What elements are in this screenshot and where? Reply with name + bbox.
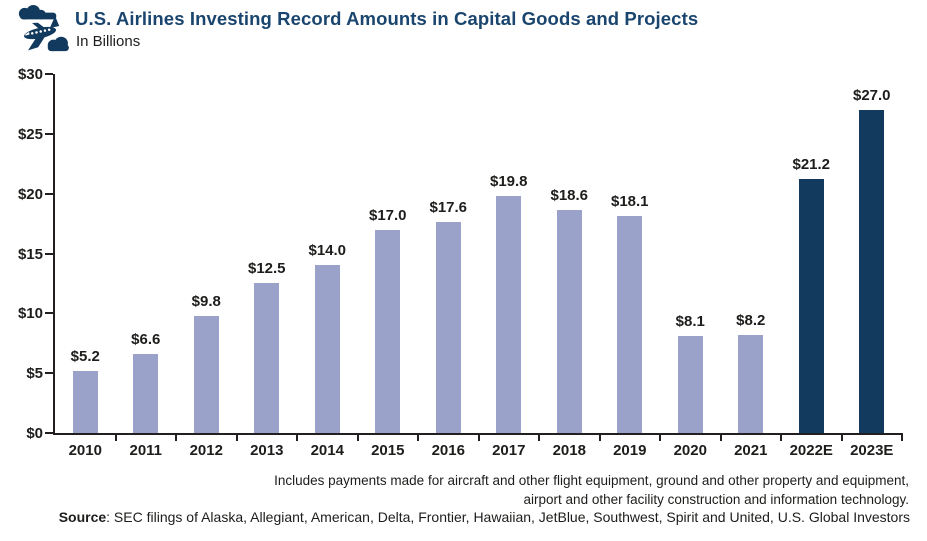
value-label-2019: $18.1 — [610, 193, 649, 210]
y-axis-tick — [45, 132, 53, 135]
x-axis-tick — [901, 433, 903, 441]
y-axis-tick — [45, 312, 53, 315]
x-axis-tick — [235, 433, 238, 441]
bar-2020 — [677, 336, 703, 433]
source-label: Source — [58, 509, 107, 525]
x-tick-label-2014: 2014 — [310, 442, 344, 459]
bar-2021 — [738, 335, 764, 433]
x-axis-tick — [659, 433, 661, 441]
value-label-2015: $17.0 — [368, 207, 407, 224]
x-axis-tick — [719, 433, 722, 441]
chart-subtitle: In Billions — [76, 33, 141, 50]
y-tick-label-20: $20 — [17, 185, 43, 203]
value-label-2018: $18.6 — [550, 187, 589, 204]
footnote-line-2: airport and other facility construction … — [523, 492, 909, 507]
x-axis-tick — [780, 433, 782, 441]
plot-area: $5.2 2010 $6.6 2011 $9.8 2012 $12.5 2013 $14.0 20… — [18, 66, 903, 459]
x-tick-label-2017: 2017 — [492, 442, 526, 459]
airplane-with-clouds-icon — [18, 4, 69, 52]
bar-2010 — [72, 371, 98, 433]
x-tick-label-2013: 2013 — [250, 442, 284, 459]
x-tick-label-2023E: 2023E — [850, 442, 894, 459]
value-label-2017: $19.8 — [489, 173, 528, 190]
x-axis-tick — [356, 433, 359, 441]
x-axis-tick — [840, 433, 843, 441]
y-axis-tick — [45, 252, 53, 255]
y-axis-tick — [45, 73, 53, 75]
bar-2022E — [798, 179, 824, 433]
x-tick-label-2011: 2011 — [129, 442, 163, 459]
y-tick-label-25: $25 — [17, 125, 43, 143]
x-tick-label-2022E: 2022E — [789, 442, 833, 459]
bar-2013 — [254, 283, 280, 433]
bar-2023E — [859, 110, 885, 433]
x-tick-label-2015: 2015 — [371, 442, 405, 459]
x-axis-tick — [175, 433, 177, 441]
x-axis-tick — [598, 433, 601, 441]
x-axis-tick — [114, 433, 117, 441]
bar-2018 — [556, 210, 582, 433]
bar-2017 — [496, 196, 522, 433]
y-axis-tick — [45, 432, 53, 434]
bar-2015 — [375, 230, 401, 433]
x-tick-label-2016: 2016 — [431, 442, 465, 459]
x-tick-label-2010: 2010 — [68, 442, 102, 459]
y-axis-tick — [45, 192, 53, 195]
x-axis-tick — [477, 433, 480, 441]
x-tick-label-2018: 2018 — [552, 442, 586, 459]
footnote-line-1: Includes payments made for aircraft and … — [274, 473, 909, 488]
chart-footnote: Includes payments made for aircraft and … — [274, 471, 909, 509]
value-label-2014: $14.0 — [308, 242, 347, 259]
value-label-2023E: $27.0 — [852, 87, 891, 104]
y-axis-tick — [45, 372, 53, 375]
value-label-2010: $5.2 — [70, 348, 100, 365]
x-axis-tick — [538, 433, 540, 441]
x-tick-label-2020: 2020 — [673, 442, 707, 459]
x-axis-tick — [417, 433, 419, 441]
x-tick-label-2019: 2019 — [613, 442, 647, 459]
chart-title: U.S. Airlines Investing Record Amounts i… — [75, 8, 699, 29]
y-tick-label-15: $15 — [17, 245, 43, 263]
value-label-2021: $8.2 — [736, 312, 766, 329]
bar-2011 — [133, 354, 159, 433]
value-label-2020: $8.1 — [675, 313, 705, 330]
y-tick-label-30: $30 — [17, 66, 43, 83]
bar-2012 — [193, 316, 219, 433]
y-tick-label-0: $0 — [26, 425, 43, 442]
value-label-2016: $17.6 — [429, 199, 468, 216]
bar-2016 — [435, 222, 461, 433]
source-line: Source: SEC filings of Alaska, Allegiant… — [59, 509, 910, 525]
bar-2019 — [617, 216, 643, 433]
y-tick-label-10: $10 — [17, 305, 43, 323]
y-tick-label-5: $5 — [26, 365, 43, 383]
x-tick-label-2021: 2021 — [734, 442, 768, 459]
value-label-2011: $6.6 — [131, 331, 161, 348]
x-tick-label-2012: 2012 — [189, 442, 223, 459]
value-label-2013: $12.5 — [247, 260, 286, 277]
source-text: : SEC filings of Alaska, Allegiant, Amer… — [106, 509, 910, 525]
x-axis-tick — [296, 433, 298, 441]
bar-2014 — [314, 265, 340, 433]
value-label-2022E: $21.2 — [792, 156, 831, 173]
value-label-2012: $9.8 — [191, 293, 221, 310]
